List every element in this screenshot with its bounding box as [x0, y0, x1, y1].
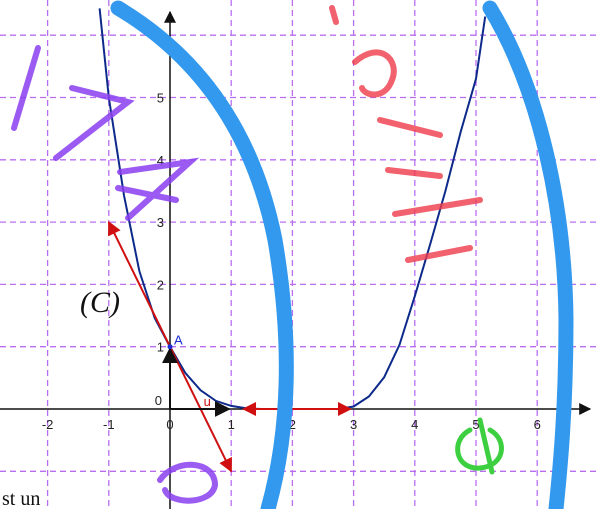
y-tick-label: 5	[157, 91, 164, 106]
vector-u-label: u	[204, 394, 211, 409]
x-tick-label: 6	[534, 417, 541, 432]
x-tick-label: -1	[103, 417, 115, 432]
x-tick-label: 2	[289, 417, 296, 432]
point-a	[167, 344, 173, 350]
x-tick-label: 3	[350, 417, 357, 432]
footer-text: st un	[2, 488, 40, 509]
x-tick-label: 0	[166, 417, 173, 432]
y-tick-label: 2	[157, 277, 164, 292]
curve-label: (C)	[80, 286, 120, 319]
pink-scribble-annotations	[329, 5, 483, 263]
green-scribble-annotation	[455, 417, 504, 475]
blue-arc-annotations	[110, 0, 574, 509]
y-tick-label: 4	[157, 153, 164, 168]
point-a-label: A	[174, 333, 183, 348]
x-tick-label: -2	[42, 417, 54, 432]
x-tick-label: 5	[472, 417, 479, 432]
y-tick-label: 1	[157, 340, 164, 355]
axes	[0, 10, 592, 509]
purple-scribble-annotations	[11, 45, 219, 504]
x-tick-label: 1	[228, 417, 235, 432]
x-tick-label: 4	[411, 417, 418, 432]
y-tick-label: 3	[157, 215, 164, 230]
origin-label: 0	[155, 393, 162, 408]
